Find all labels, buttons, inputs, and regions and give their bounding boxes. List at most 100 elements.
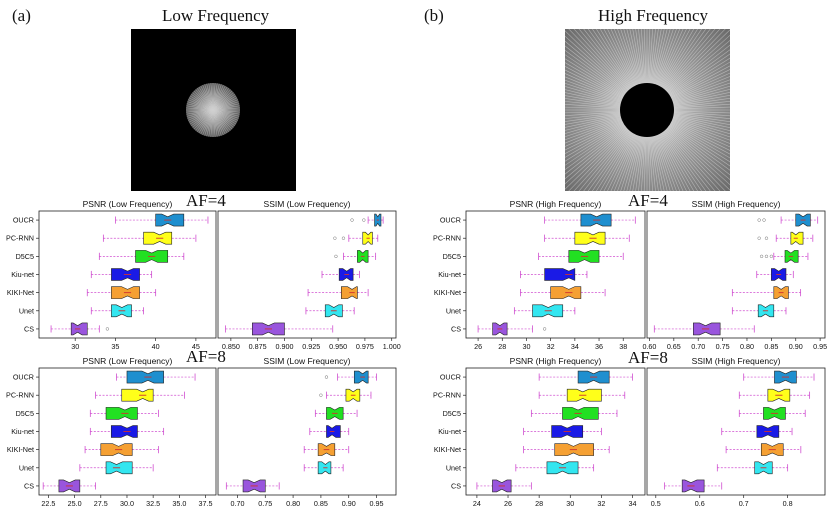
x-tick-label: 0.875 [249,342,267,351]
y-tick-label: Unet [446,463,461,472]
plot-title: PSNR (High Frequency) [510,199,602,209]
x-tick-label: 32.5 [146,499,160,508]
y-tick-label: Unet [446,306,461,315]
plot-title: SSIM (Low Frequency) [264,356,351,366]
x-tick-label: 30 [71,342,79,351]
x-tick-label: 35.0 [172,499,186,508]
x-tick-label: 36 [595,342,603,351]
plot-title: PSNR (Low Frequency) [83,356,173,366]
y-tick-label: CS [24,324,34,333]
y-tick-label: Unet [19,306,34,315]
x-tick-label: 0.7 [739,499,749,508]
y-tick-label: CS [451,481,461,490]
plot-title: SSIM (High Frequency) [692,199,781,209]
x-tick-label: 0.975 [356,342,374,351]
x-tick-label: 0.85 [764,342,778,351]
x-tick-label: 0.95 [813,342,827,351]
outlier-point [759,254,764,259]
x-tick-label: 0.70 [691,342,705,351]
x-tick-label: 25.0 [68,499,82,508]
x-tick-label: 34 [571,342,579,351]
y-tick-label: PC-RNN [433,391,461,400]
x-tick-label: 28 [535,499,543,508]
x-tick-label: 26 [504,499,512,508]
outlier-point [762,218,766,222]
x-tick-label: 0.90 [789,342,803,351]
y-tick-label: Kiu-net [11,270,34,279]
panel-a-title: Low Frequency [162,6,270,25]
y-tick-label: PC-RNN [6,391,34,400]
x-tick-label: 0.60 [642,342,656,351]
outlier-point [341,236,346,240]
x-tick-label: 0.925 [302,342,320,351]
y-tick-label: Unet [19,463,34,472]
x-tick-label: 0.8 [783,499,793,508]
y-tick-label: KIKI-Net [434,288,461,297]
y-tick-label: KIKI-Net [7,445,34,454]
y-tick-label: PC-RNN [433,234,461,243]
panel-a-af4-label: AF=4 [186,191,226,210]
panel-b-label: (b) [424,6,444,25]
x-tick-label: 0.80 [286,499,300,508]
panel-a-label: (a) [12,6,31,25]
y-tick-label: D5C5 [16,409,34,418]
x-tick-label: 0.70 [230,499,244,508]
outlier-point [334,254,338,259]
panel-a-af8-label: AF=8 [186,347,226,366]
panel-b-title: High Frequency [598,6,709,25]
panel-b-af4-label: AF=4 [628,191,668,210]
x-tick-label: 0.900 [275,342,293,351]
y-tick-label: D5C5 [16,252,34,261]
panel-b-af8-label: AF=8 [628,348,668,367]
x-tick-label: 0.80 [740,342,754,351]
x-tick-label: 30 [522,342,530,351]
plot-frame [217,367,397,496]
x-tick-label: 22.5 [41,499,55,508]
y-tick-label: PC-RNN [6,234,34,243]
x-tick-label: 34 [629,499,637,508]
x-tick-label: 35 [111,342,119,351]
x-tick-label: 28 [498,342,506,351]
outlier-point [333,236,337,240]
outlier-point [757,236,761,240]
y-tick-label: Kiu-net [438,270,461,279]
outlier-point [319,393,323,397]
plot-title: PSNR (Low Frequency) [83,199,173,209]
y-tick-label: CS [451,324,461,333]
low-frequency-kspace-image [131,29,296,191]
x-tick-label: 0.5 [651,499,661,508]
box-kiu-net [544,268,576,281]
x-tick-label: 38 [619,342,627,351]
outlier-point [764,236,769,240]
outlier-point [542,327,547,331]
x-tick-label: 0.95 [370,499,384,508]
x-tick-label: 45 [192,342,200,351]
high-frequency-kspace-image [565,29,730,191]
outlier-point [757,218,761,222]
x-tick-label: 32 [547,342,555,351]
x-tick-label: 30 [566,499,574,508]
y-tick-label: OUCR [440,216,461,225]
x-tick-label: 30.0 [120,499,134,508]
y-tick-label: OUCR [13,216,34,225]
x-tick-label: 37.5 [199,499,213,508]
outlier-point [105,327,110,331]
x-tick-label: 27.5 [94,499,108,508]
plot-frame [217,210,397,339]
x-tick-label: 32 [597,499,605,508]
outlier-point [764,254,769,259]
y-tick-label: CS [24,481,34,490]
x-tick-label: 26 [474,342,482,351]
x-tick-label: 0.850 [222,342,240,351]
x-tick-label: 1.000 [383,342,401,351]
outlier-point [362,218,366,222]
y-tick-label: OUCR [440,373,461,382]
outlier-point [350,218,354,222]
x-tick-label: 40 [152,342,160,351]
outlier-point [769,254,774,259]
x-tick-label: 24 [473,499,481,508]
y-tick-label: D5C5 [443,252,461,261]
y-tick-label: KIKI-Net [7,288,34,297]
box-pc-rnn [121,388,154,402]
